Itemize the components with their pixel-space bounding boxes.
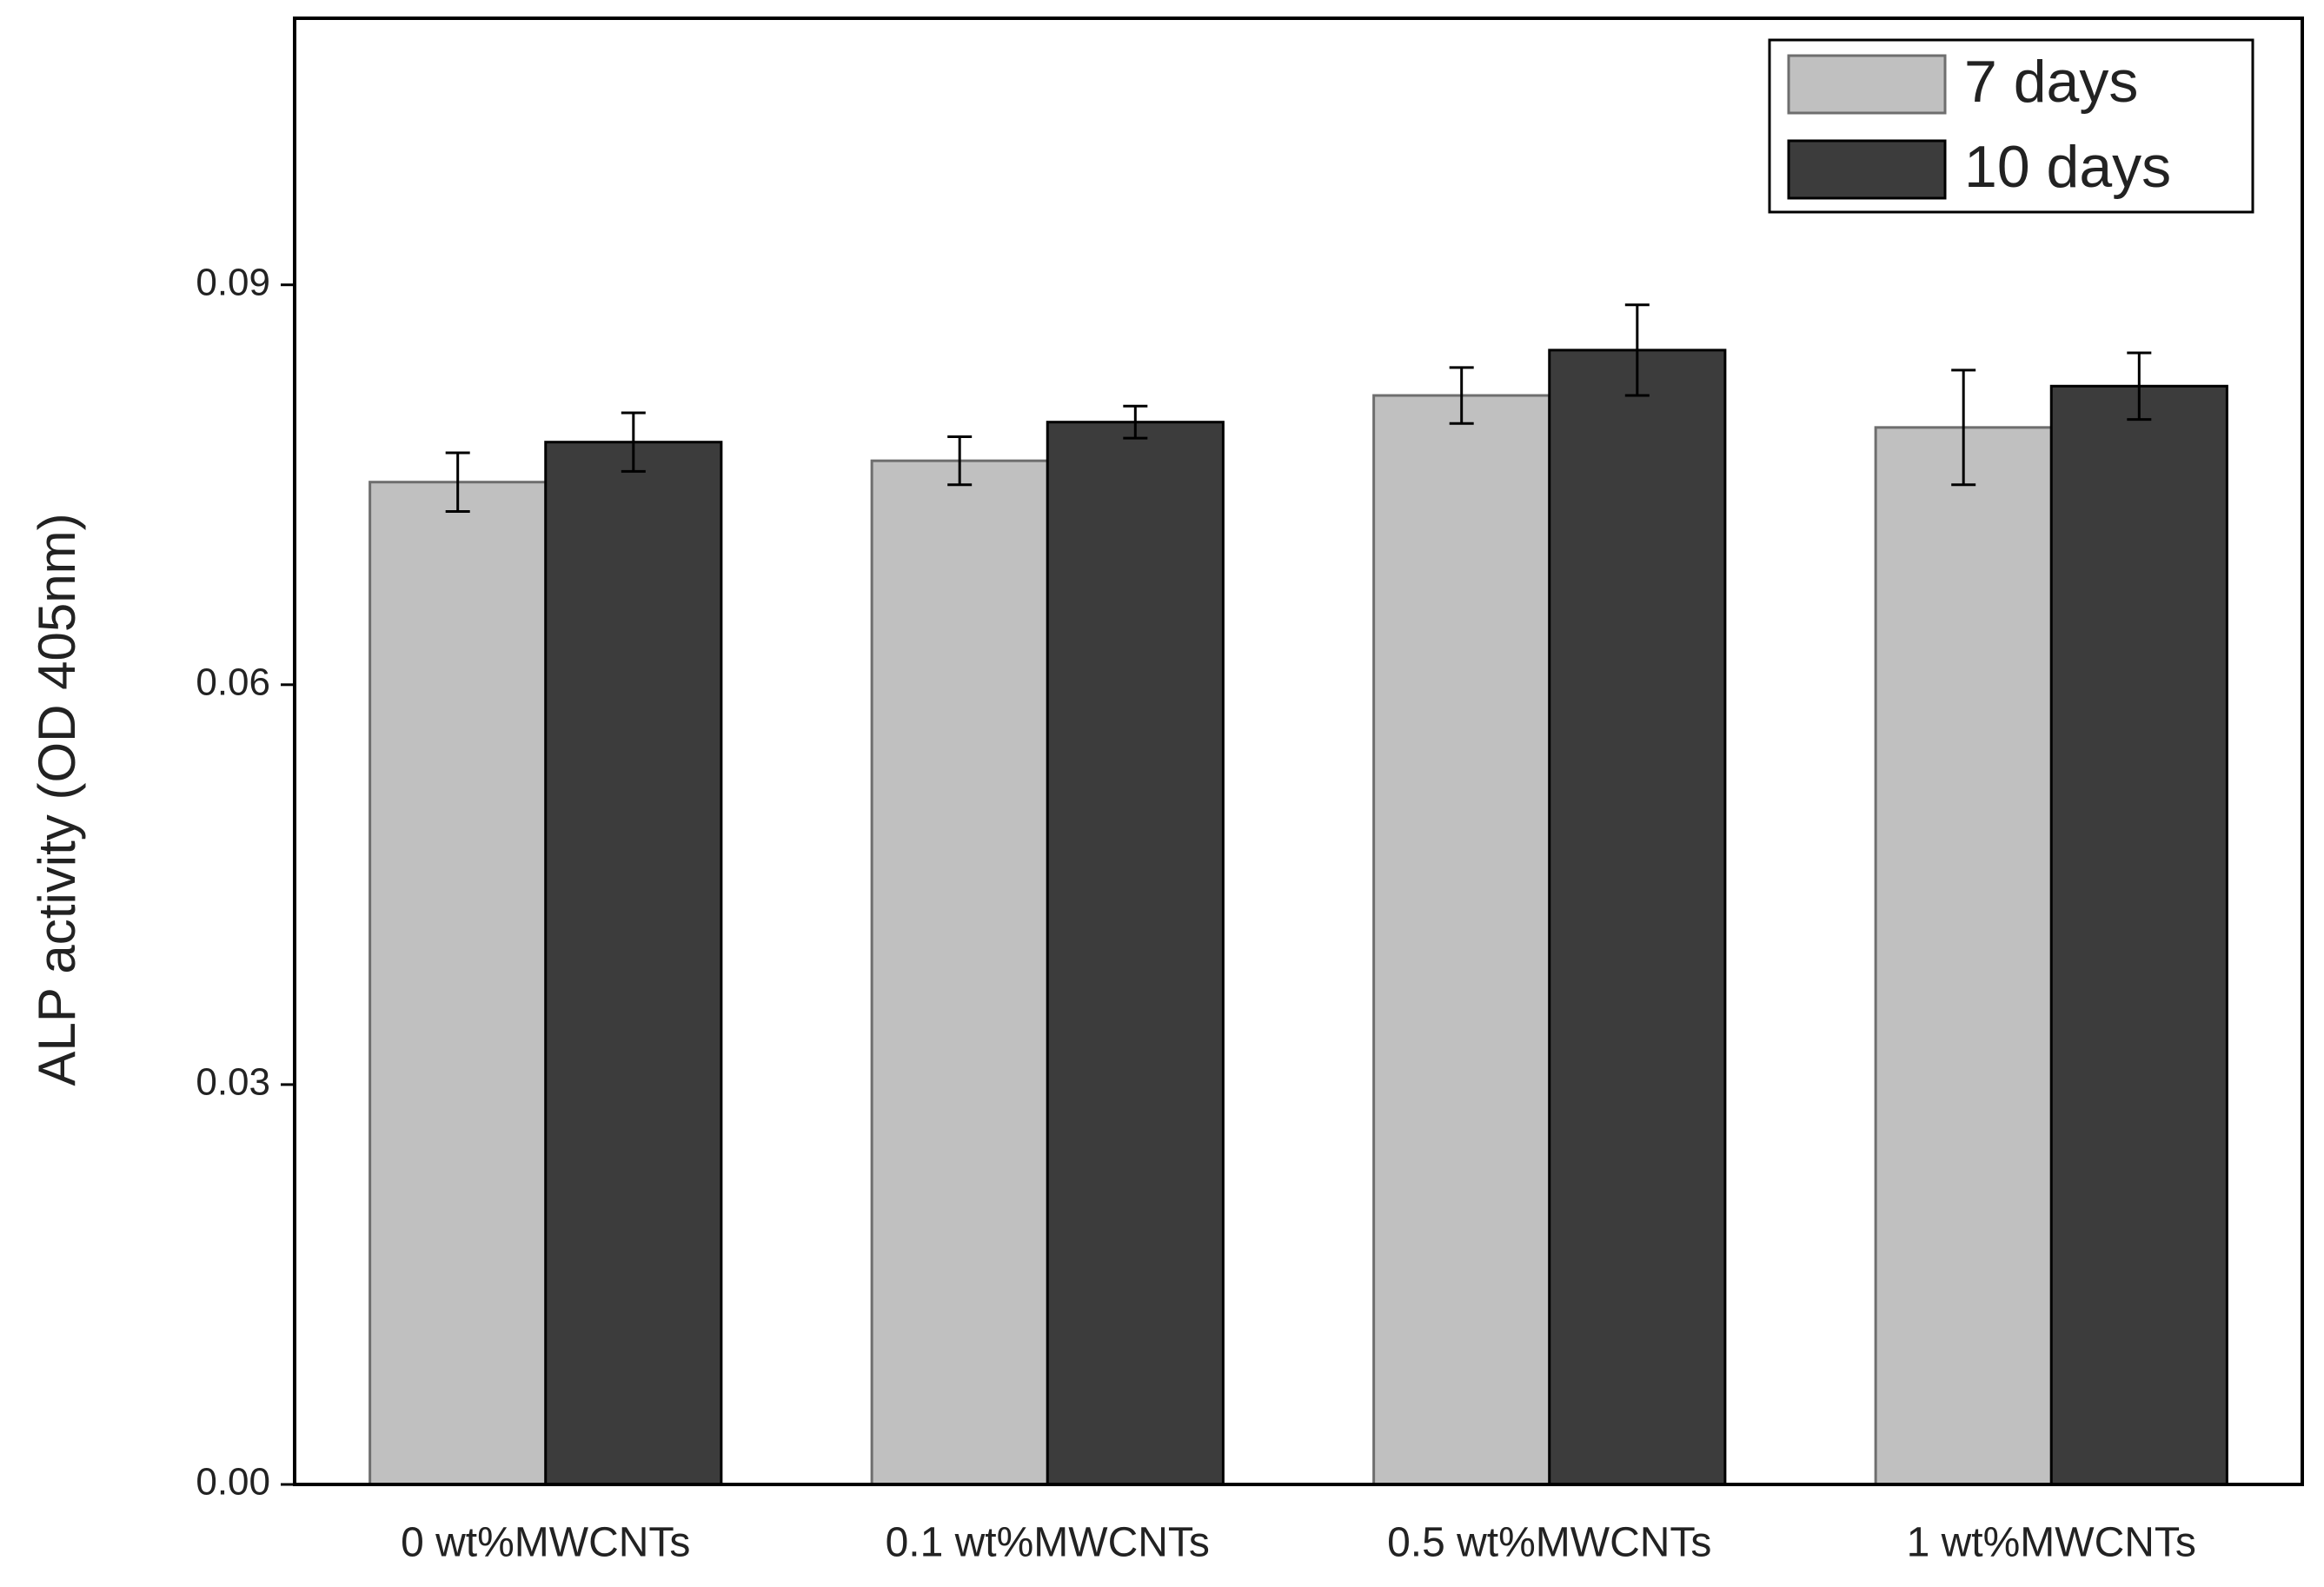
plot-frame	[293, 17, 2304, 1486]
x-tick-label: 0.5 wt%MWCNTs	[1387, 1520, 1711, 1566]
x-tick-label: 1 wt%MWCNTs	[1907, 1520, 2196, 1566]
bar	[1046, 421, 1225, 1486]
legend-label: 10 days	[1964, 134, 2171, 200]
legend-swatch	[1787, 139, 1947, 200]
x-tick-label: 0 wt%MWCNTs	[401, 1520, 690, 1566]
y-tick-label: 0.00	[196, 1461, 270, 1504]
legend-swatch	[1787, 54, 1947, 115]
bar	[2049, 384, 2228, 1486]
bar	[1874, 426, 2053, 1486]
bar	[1372, 394, 1551, 1486]
y-axis-label: ALP activity (OD 405nm)	[28, 513, 86, 1086]
y-tick-label: 0.09	[196, 261, 270, 303]
y-tick-label: 0.06	[196, 661, 270, 703]
y-tick-label: 0.03	[196, 1061, 270, 1104]
x-tick-label: 0.1 wt%MWCNTs	[886, 1520, 1210, 1566]
bar	[369, 481, 548, 1486]
bar	[544, 441, 723, 1486]
bar	[870, 459, 1049, 1486]
legend-label: 7 days	[1964, 49, 2138, 115]
bar	[1548, 349, 1727, 1486]
